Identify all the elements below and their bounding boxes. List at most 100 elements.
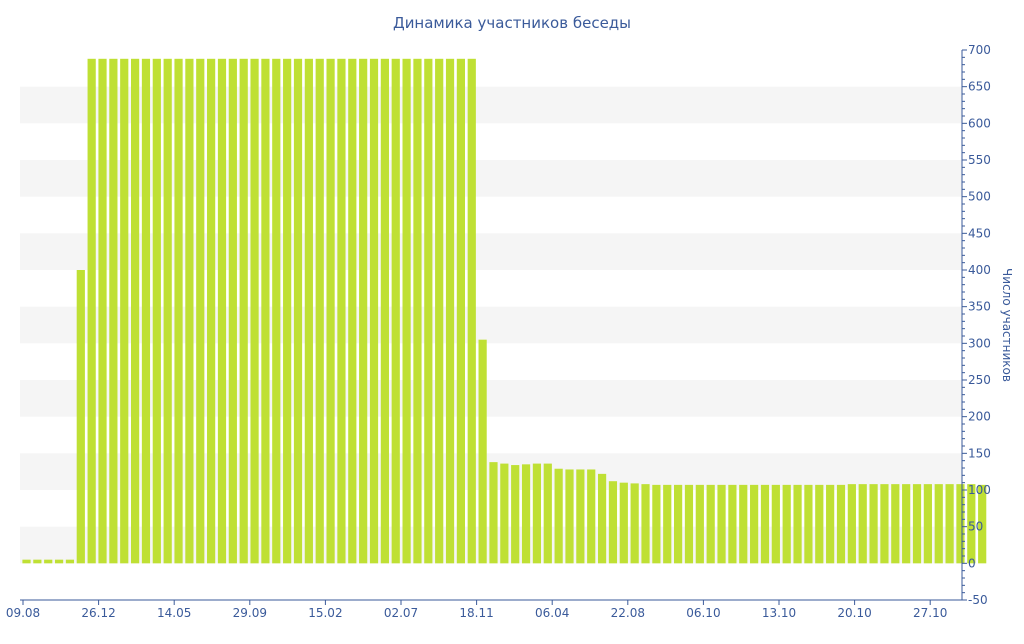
bar: [511, 465, 520, 564]
bar: [33, 559, 42, 564]
bar: [934, 484, 943, 564]
bar: [695, 484, 704, 564]
x-tick-label: 22.08: [611, 606, 645, 620]
y-tick-label: 250: [968, 373, 991, 387]
y-tick-label: 550: [968, 153, 991, 167]
bar: [945, 484, 954, 564]
bar: [543, 463, 552, 564]
bar: [185, 58, 194, 564]
bar: [348, 58, 357, 564]
bar: [239, 58, 248, 564]
x-tick-label: 27.10: [913, 606, 947, 620]
bar: [630, 483, 639, 564]
bar: [804, 484, 813, 564]
bar: [923, 484, 932, 564]
bar: [304, 58, 313, 564]
bar: [174, 58, 183, 564]
bar: [978, 484, 987, 564]
chart-title: Динамика участников беседы: [393, 14, 631, 32]
bar: [445, 58, 455, 564]
grid-band: [20, 233, 962, 270]
bar: [880, 484, 889, 564]
bar: [500, 463, 509, 564]
bar: [565, 469, 574, 564]
bar: [456, 58, 465, 564]
y-axis: -50 0 50 100 150 200 250 300 350 400 450 500 550 600 6…: [961, 43, 991, 607]
x-tick-label: 02.07: [384, 606, 418, 620]
bar: [54, 559, 64, 564]
bar: [587, 469, 596, 564]
y-tick-label: -50: [968, 593, 988, 607]
y-tick-label: 50: [968, 520, 983, 534]
bar: [402, 58, 411, 564]
bar: [771, 484, 780, 564]
bars-group: [22, 58, 987, 564]
x-axis: 09.08 26.12 14.05 29.09 15.02 02.07 18.11 06.04…: [6, 599, 962, 620]
bar: [44, 559, 53, 564]
x-tick-label: 14.05: [157, 606, 191, 620]
bar: [435, 58, 444, 564]
y-tick-label: 650: [968, 80, 991, 94]
bar: [858, 484, 867, 564]
bar: [869, 484, 878, 564]
bar: [109, 58, 118, 564]
y-tick-label: 700: [968, 43, 991, 57]
x-tick-label: 20.10: [837, 606, 871, 620]
y-tick-label: 100: [968, 483, 991, 497]
bar: [217, 58, 227, 564]
bar: [891, 484, 900, 564]
bar: [597, 473, 607, 564]
bar: [674, 484, 683, 564]
y-tick-label: 300: [968, 336, 991, 350]
bar: [912, 484, 922, 564]
bar: [467, 58, 476, 564]
bar: [413, 58, 422, 564]
bar: [760, 484, 770, 564]
y-tick-label: 400: [968, 263, 991, 277]
x-tick-label: 29.09: [233, 606, 267, 620]
bar: [283, 58, 292, 564]
bar: [554, 468, 563, 564]
y-tick-label: 600: [968, 116, 991, 130]
y-tick-label: 0: [968, 556, 976, 570]
bar: [728, 484, 737, 564]
bar: [98, 58, 107, 564]
x-tick-label: 06.10: [686, 606, 720, 620]
bar: [250, 58, 259, 564]
grid-band: [20, 306, 962, 344]
grid-band: [20, 86, 962, 124]
bar: [717, 484, 726, 564]
x-tick-label: 09.08: [6, 606, 40, 620]
bar: [750, 484, 759, 564]
bar: [576, 469, 585, 564]
bar: [65, 559, 75, 564]
x-tick-label: 13.10: [762, 606, 796, 620]
bar: [663, 484, 672, 564]
bar: [261, 58, 270, 564]
bar: [391, 58, 400, 564]
bar: [369, 58, 379, 564]
bar: [782, 484, 791, 564]
y-tick-label: 500: [968, 190, 991, 204]
grid-band: [20, 160, 962, 197]
bar: [489, 462, 498, 564]
bar: [359, 58, 368, 564]
bar: [739, 484, 748, 564]
bar: [337, 58, 346, 564]
bar: [793, 484, 802, 564]
bar: [207, 58, 216, 564]
bar: [196, 58, 205, 564]
bar: [652, 484, 661, 564]
bar: [967, 484, 976, 564]
x-tick-label: 06.04: [535, 606, 569, 620]
bar: [424, 58, 433, 564]
bar: [228, 58, 237, 564]
bar: [120, 58, 129, 564]
y-tick-label: 150: [968, 446, 991, 460]
bar: [532, 463, 542, 564]
bar: [956, 484, 965, 564]
bar: [684, 484, 694, 564]
x-tick-label: 26.12: [81, 606, 115, 620]
bar: [478, 339, 487, 564]
